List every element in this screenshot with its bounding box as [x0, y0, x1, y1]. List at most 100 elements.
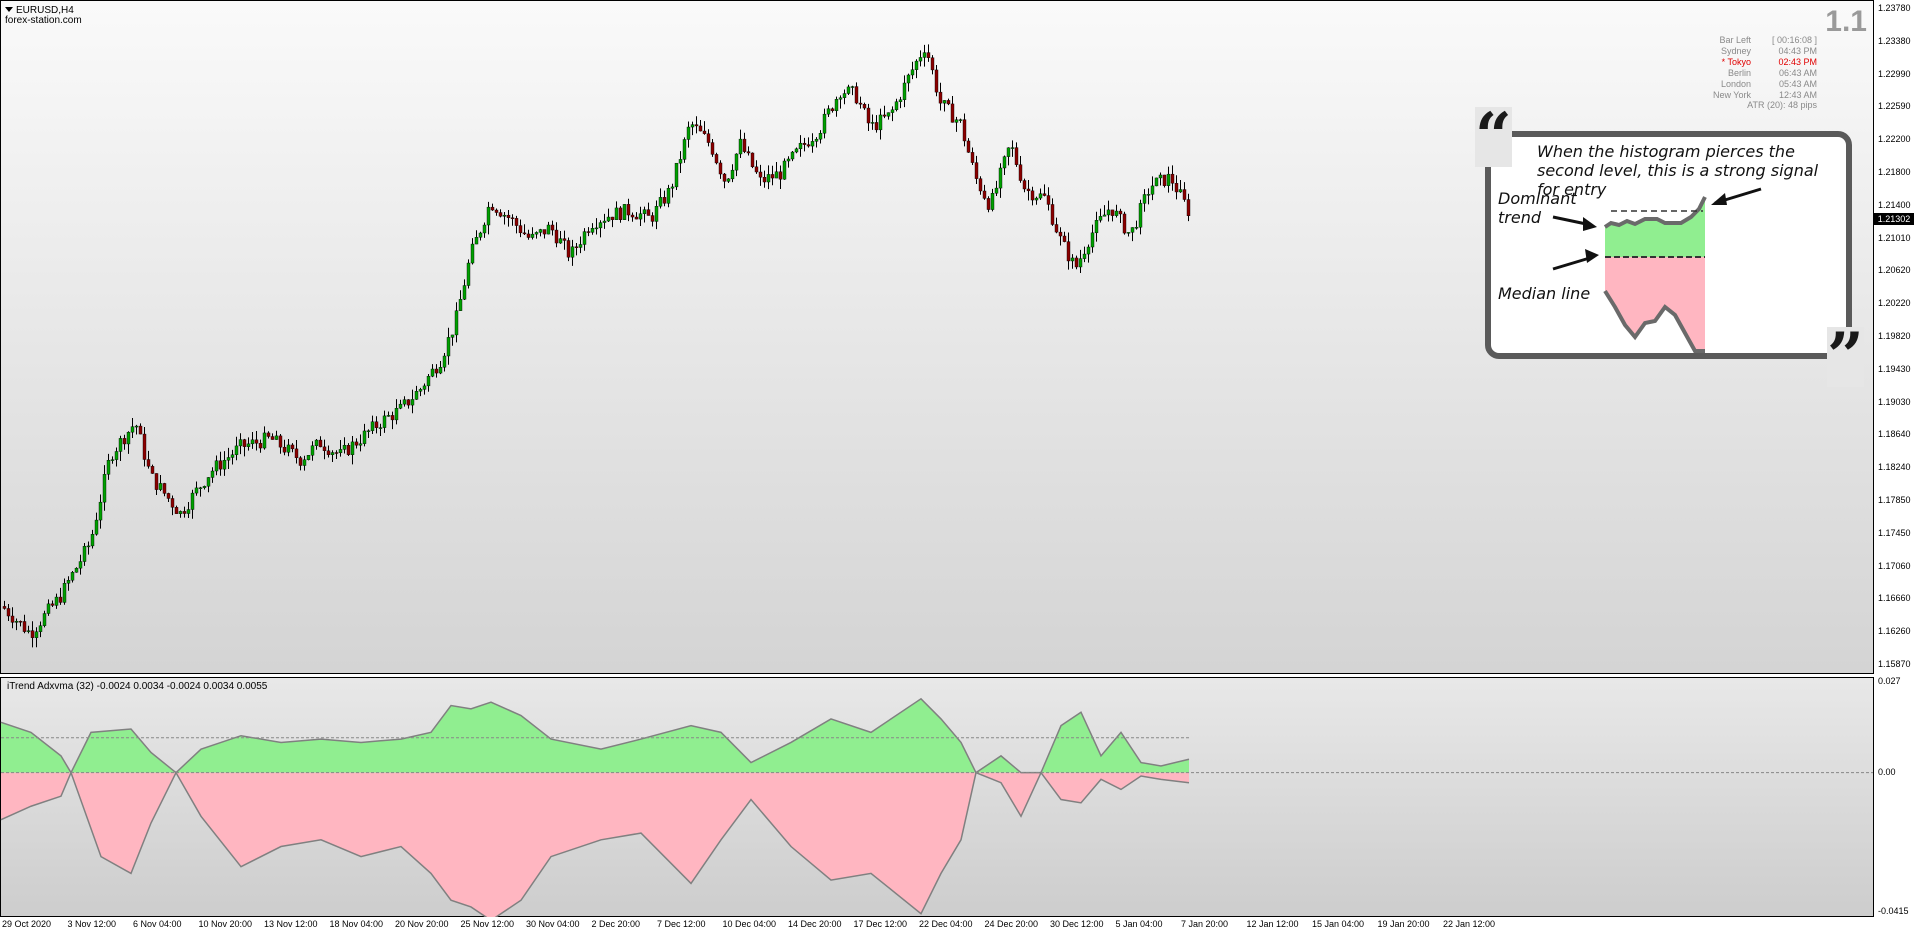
candle-body	[402, 399, 407, 405]
candle-body	[322, 446, 327, 451]
candle	[618, 206, 623, 223]
candle	[730, 164, 735, 183]
candle	[1042, 184, 1047, 197]
candle	[578, 236, 583, 254]
candle-body	[406, 399, 411, 406]
candle-body	[238, 439, 243, 447]
candle	[1046, 187, 1051, 211]
candle	[318, 436, 323, 448]
session-row: Sydney 04:43 PM	[1656, 46, 1817, 57]
candle	[62, 578, 67, 605]
candle-body	[262, 432, 267, 449]
symbol-title[interactable]: EURUSD,H4	[5, 5, 74, 16]
candle	[1074, 255, 1079, 270]
price-axis[interactable]: 1.23780 1.23380 1.22990 1.22590 1.22200 1.218…	[1874, 0, 1916, 917]
time-axis[interactable]: 29 Oct 2020 3 Nov 12:00 6 Nov 04:00 10 Nov …	[0, 917, 1874, 933]
candle	[370, 415, 375, 435]
candle	[326, 445, 331, 458]
candle-body	[682, 139, 687, 160]
candle-body	[106, 459, 111, 475]
candle	[638, 206, 643, 226]
candle	[1186, 193, 1191, 222]
candle-body	[474, 237, 479, 245]
session-time: 12:43 AM	[1778, 90, 1817, 100]
candle-body	[298, 457, 303, 466]
candle-body	[370, 421, 375, 431]
candle-body	[62, 583, 67, 603]
candle-body	[318, 439, 323, 448]
callout-median-label: Median line	[1498, 284, 1591, 303]
candle-body	[826, 108, 831, 115]
candle	[446, 327, 451, 365]
candle-body	[34, 631, 39, 638]
candle-body	[690, 124, 695, 128]
candle-body	[1002, 156, 1007, 169]
price-tick-label: 1.21800	[1878, 167, 1911, 177]
candle	[426, 374, 431, 392]
candle	[390, 411, 395, 430]
candle-body	[350, 441, 355, 455]
indicator-panel[interactable]: iTrend Adxvma (32) -0.0024 0.0034 -0.002…	[0, 677, 1874, 922]
candle-body	[378, 427, 383, 429]
candle	[786, 156, 791, 168]
candle	[834, 96, 839, 117]
candle	[1034, 196, 1039, 205]
candle-body	[230, 454, 235, 458]
candle	[1094, 211, 1099, 242]
candle	[646, 202, 651, 216]
candle	[214, 455, 219, 476]
candle-body	[526, 233, 531, 238]
candle	[354, 438, 359, 449]
candle-body	[66, 580, 71, 584]
candle-body	[942, 100, 947, 104]
candle	[1114, 204, 1119, 218]
candle	[154, 473, 159, 495]
candle	[314, 439, 319, 450]
candle-body	[998, 167, 1003, 189]
candle-body	[722, 173, 727, 182]
candle	[138, 423, 143, 435]
price-chart-panel[interactable]: EURUSD,H4 forex-station.com 1.1 Bar Left…	[0, 0, 1874, 674]
candle	[690, 121, 695, 136]
candle	[774, 162, 779, 179]
candle-body	[1042, 193, 1047, 196]
candle-body	[530, 233, 535, 238]
candle-body	[286, 444, 291, 453]
candle	[630, 212, 635, 222]
candle-body	[266, 432, 271, 437]
candle-body	[78, 561, 83, 569]
candle-body	[138, 425, 143, 435]
candle-body	[1110, 209, 1115, 216]
candle-body	[326, 450, 331, 455]
candle-body	[94, 519, 99, 535]
candle	[826, 105, 831, 118]
candle-body	[598, 222, 603, 229]
indicator-canvas	[0, 697, 1873, 922]
candle	[1014, 142, 1019, 167]
candle-body	[798, 142, 803, 150]
candle-body	[966, 140, 971, 153]
candle	[894, 98, 899, 112]
candle-body	[658, 197, 663, 207]
candle-body	[1146, 194, 1151, 196]
candle	[942, 100, 947, 112]
candle	[70, 570, 75, 583]
time-tick-label: 18 Nov 04:00	[329, 919, 384, 929]
candle-body	[458, 299, 463, 311]
candle-body	[50, 603, 55, 606]
candle-body	[1090, 232, 1095, 248]
candle	[906, 73, 911, 92]
candle-body	[270, 436, 275, 440]
session-time: 06:43 AM	[1778, 68, 1817, 78]
time-tick-label: 7 Dec 12:00	[657, 919, 706, 929]
session-name: * Tokyo	[1721, 57, 1751, 67]
candle	[1150, 176, 1155, 201]
candle-body	[302, 459, 307, 466]
candle-body	[934, 69, 939, 93]
candle	[294, 439, 299, 464]
candle	[1138, 199, 1143, 235]
candle	[86, 541, 91, 555]
candle	[482, 222, 487, 238]
price-tick-label: 1.17850	[1878, 495, 1911, 505]
candle	[118, 435, 123, 461]
